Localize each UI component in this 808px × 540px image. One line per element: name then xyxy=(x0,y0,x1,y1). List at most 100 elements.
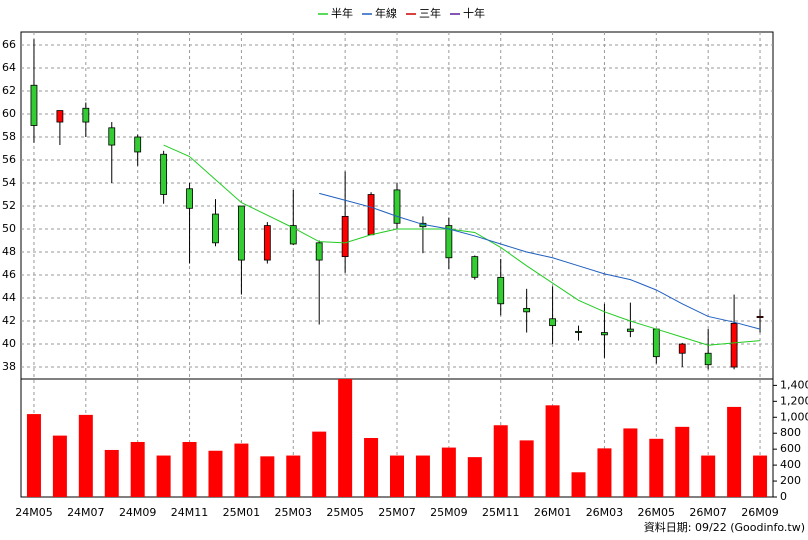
volume-bar xyxy=(390,455,404,497)
plot-frame xyxy=(20,31,774,498)
candle-body xyxy=(212,213,219,244)
ma-line xyxy=(163,144,761,346)
volume-bar xyxy=(415,455,430,497)
x-tick-label: 24M05 xyxy=(15,506,53,519)
volume-bar xyxy=(286,455,301,497)
volume-bar xyxy=(234,443,249,497)
y-tick-label: 52 xyxy=(2,199,16,212)
volume-bar xyxy=(78,414,93,497)
candle-body xyxy=(30,84,38,126)
y-tick-label: 50 xyxy=(2,222,16,235)
y-tick-label: 58 xyxy=(2,130,16,143)
volume-bar xyxy=(701,455,716,497)
volume-bar xyxy=(338,379,353,497)
x-tick-label: 26M01 xyxy=(534,506,572,519)
y-tick-label: 0 xyxy=(780,490,787,503)
volume-bar xyxy=(441,447,456,497)
volume-bar xyxy=(727,406,742,497)
y-tick-label: 800 xyxy=(780,426,801,439)
legend-label: 三年 xyxy=(419,6,441,20)
y-tick-label: 1,000 xyxy=(780,410,808,423)
y-tick-label: 400 xyxy=(780,458,801,471)
volume-bar xyxy=(260,456,275,497)
x-tick-label: 24M07 xyxy=(67,506,105,519)
volume-bar xyxy=(104,449,119,497)
legend-label: 半年 xyxy=(331,6,353,20)
y-tick-label: 38 xyxy=(2,360,16,373)
footnote: 資料日期: 09/22 (Goodinfo.tw) xyxy=(644,520,805,534)
candle-body xyxy=(238,205,245,261)
candle-body xyxy=(730,322,738,368)
candle-body xyxy=(82,107,90,123)
x-tick-label: 25M11 xyxy=(482,506,520,519)
x-tick-label: 25M03 xyxy=(275,506,313,519)
volume-bar xyxy=(623,428,638,497)
candle-body xyxy=(315,242,323,261)
candle-body xyxy=(393,189,401,224)
x-tick-label: 25M07 xyxy=(378,506,416,519)
volume-bar xyxy=(467,457,482,497)
volume-bar xyxy=(26,414,41,497)
y-tick-label: 48 xyxy=(2,245,16,258)
y-tick-label: 56 xyxy=(2,153,16,166)
y-tick-label: 60 xyxy=(2,107,16,120)
x-tick-label: 25M05 xyxy=(326,506,364,519)
candle-body xyxy=(289,225,297,245)
y-tick-label: 62 xyxy=(2,84,16,97)
volume-bar xyxy=(493,425,508,497)
candle-body xyxy=(263,225,271,261)
volume-bar xyxy=(545,405,560,497)
x-tick-label: 26M03 xyxy=(586,506,624,519)
y-tick-label: 200 xyxy=(780,474,801,487)
volume-bar xyxy=(182,441,197,497)
volume-bar xyxy=(156,455,171,497)
volume-bar xyxy=(675,426,690,497)
candle-body xyxy=(134,136,142,153)
y-tick-label: 64 xyxy=(2,61,16,74)
legend-label: 年線 xyxy=(375,6,397,20)
volume-bar xyxy=(208,450,223,497)
volume-bar xyxy=(649,438,664,497)
x-tick-label: 26M05 xyxy=(638,506,676,519)
y-tick-label: 40 xyxy=(2,337,16,350)
candle-body xyxy=(497,276,505,305)
candle-body xyxy=(704,352,712,366)
candle-body xyxy=(652,328,660,358)
x-tick-label: 26M09 xyxy=(741,506,779,519)
candle-body xyxy=(575,330,582,333)
volume-bar xyxy=(571,472,586,497)
candle-body xyxy=(367,194,375,236)
volume-bar xyxy=(52,435,67,497)
candle-body xyxy=(108,127,116,146)
x-tick-label: 24M09 xyxy=(119,506,157,519)
volume-bar xyxy=(130,441,145,497)
candle-body xyxy=(523,307,531,313)
legend-label: 十年 xyxy=(463,6,485,20)
candle-body xyxy=(626,328,634,332)
candle-body xyxy=(678,343,686,354)
candle-body xyxy=(445,225,453,259)
y-tick-label: 42 xyxy=(2,314,16,327)
candle-body xyxy=(549,318,556,327)
y-tick-label: 54 xyxy=(2,176,16,189)
x-tick-label: 26M07 xyxy=(689,506,727,519)
candle-body xyxy=(160,153,168,195)
y-tick-label: 1,400 xyxy=(780,378,808,391)
x-tick-label: 25M01 xyxy=(223,506,261,519)
ma-line xyxy=(319,192,761,330)
candle-body xyxy=(601,332,608,336)
x-tick-label: 25M09 xyxy=(430,506,468,519)
candle-body xyxy=(471,256,479,278)
candle-body xyxy=(756,316,764,318)
candle-body xyxy=(56,110,64,123)
volume-bar xyxy=(364,438,379,497)
volume-bar xyxy=(519,440,534,497)
y-tick-label: 1,200 xyxy=(780,394,808,407)
x-tick-label: 24M11 xyxy=(171,506,209,519)
volume-bar xyxy=(597,448,612,497)
volume-bar xyxy=(753,455,768,497)
y-tick-label: 44 xyxy=(2,291,16,304)
y-tick-label: 600 xyxy=(780,442,801,455)
candle-body xyxy=(186,188,193,209)
